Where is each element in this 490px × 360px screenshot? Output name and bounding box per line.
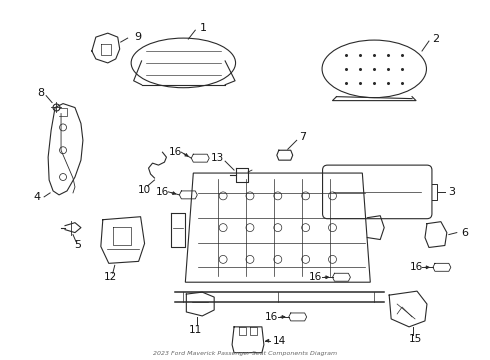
Text: 16: 16 [156, 187, 169, 197]
Text: 6: 6 [461, 228, 468, 238]
Text: 10: 10 [138, 185, 151, 195]
Text: 16: 16 [410, 262, 423, 272]
Text: 1: 1 [200, 23, 207, 33]
Text: 5: 5 [74, 240, 81, 251]
Text: 12: 12 [104, 272, 118, 282]
Text: 15: 15 [408, 334, 422, 344]
Text: 16: 16 [265, 312, 278, 322]
Text: 14: 14 [273, 336, 287, 346]
Text: 16: 16 [169, 147, 182, 157]
Text: 4: 4 [34, 192, 41, 202]
Text: 2: 2 [432, 34, 440, 44]
Text: 3: 3 [448, 187, 455, 197]
Text: 2023 Ford Maverick Passenger Seat Components Diagram: 2023 Ford Maverick Passenger Seat Compon… [153, 351, 337, 356]
Text: 11: 11 [189, 325, 202, 335]
Text: 8: 8 [38, 88, 45, 98]
Text: 13: 13 [211, 153, 224, 163]
Text: 16: 16 [309, 272, 322, 282]
Text: 7: 7 [299, 132, 306, 142]
Text: 9: 9 [134, 32, 141, 42]
